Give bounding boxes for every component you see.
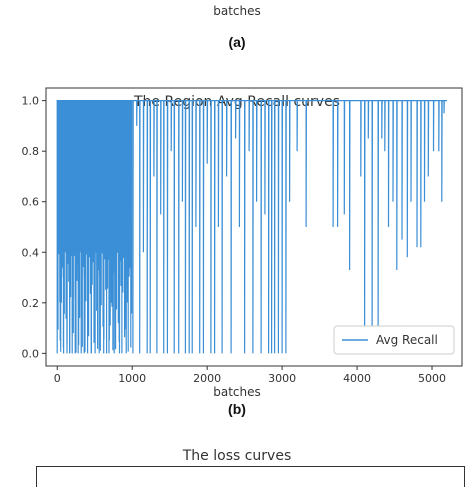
x-tick-label: 4000 (343, 372, 371, 385)
y-tick-label: 0.8 (22, 145, 40, 158)
x-tick-label: 1000 (118, 372, 146, 385)
x-tick-label: 2000 (193, 372, 221, 385)
legend-box (333, 325, 455, 355)
recall-chart: 0 1000 2000 3000 4000 5000 0.0 0.2 0.4 0.6 0.8 1.0 A… (22, 87, 463, 385)
x-tick-label: 3000 (268, 372, 296, 385)
y-tick-label: 0.0 (22, 347, 40, 360)
x-tick-label: 5000 (418, 372, 446, 385)
next-chart-title: The loss curves (182, 448, 292, 464)
legend-label: Avg Recall (376, 333, 438, 347)
plot-frame (45, 87, 463, 367)
x-axis-label: batches (213, 385, 261, 399)
panel-label-b: (b) (228, 401, 246, 417)
next-chart-frame (36, 466, 465, 487)
y-tick-label: 0.4 (22, 246, 40, 259)
x-tick-label: 0 (54, 372, 61, 385)
panel-label-a: (a) (228, 34, 246, 50)
y-tick-label: 1.0 (22, 95, 40, 108)
series-dense-band (57, 100, 133, 354)
y-tick-label: 0.2 (22, 297, 40, 310)
y-tick-label: 0.6 (22, 196, 40, 209)
top-panel-xlabel: batches (213, 4, 261, 18)
